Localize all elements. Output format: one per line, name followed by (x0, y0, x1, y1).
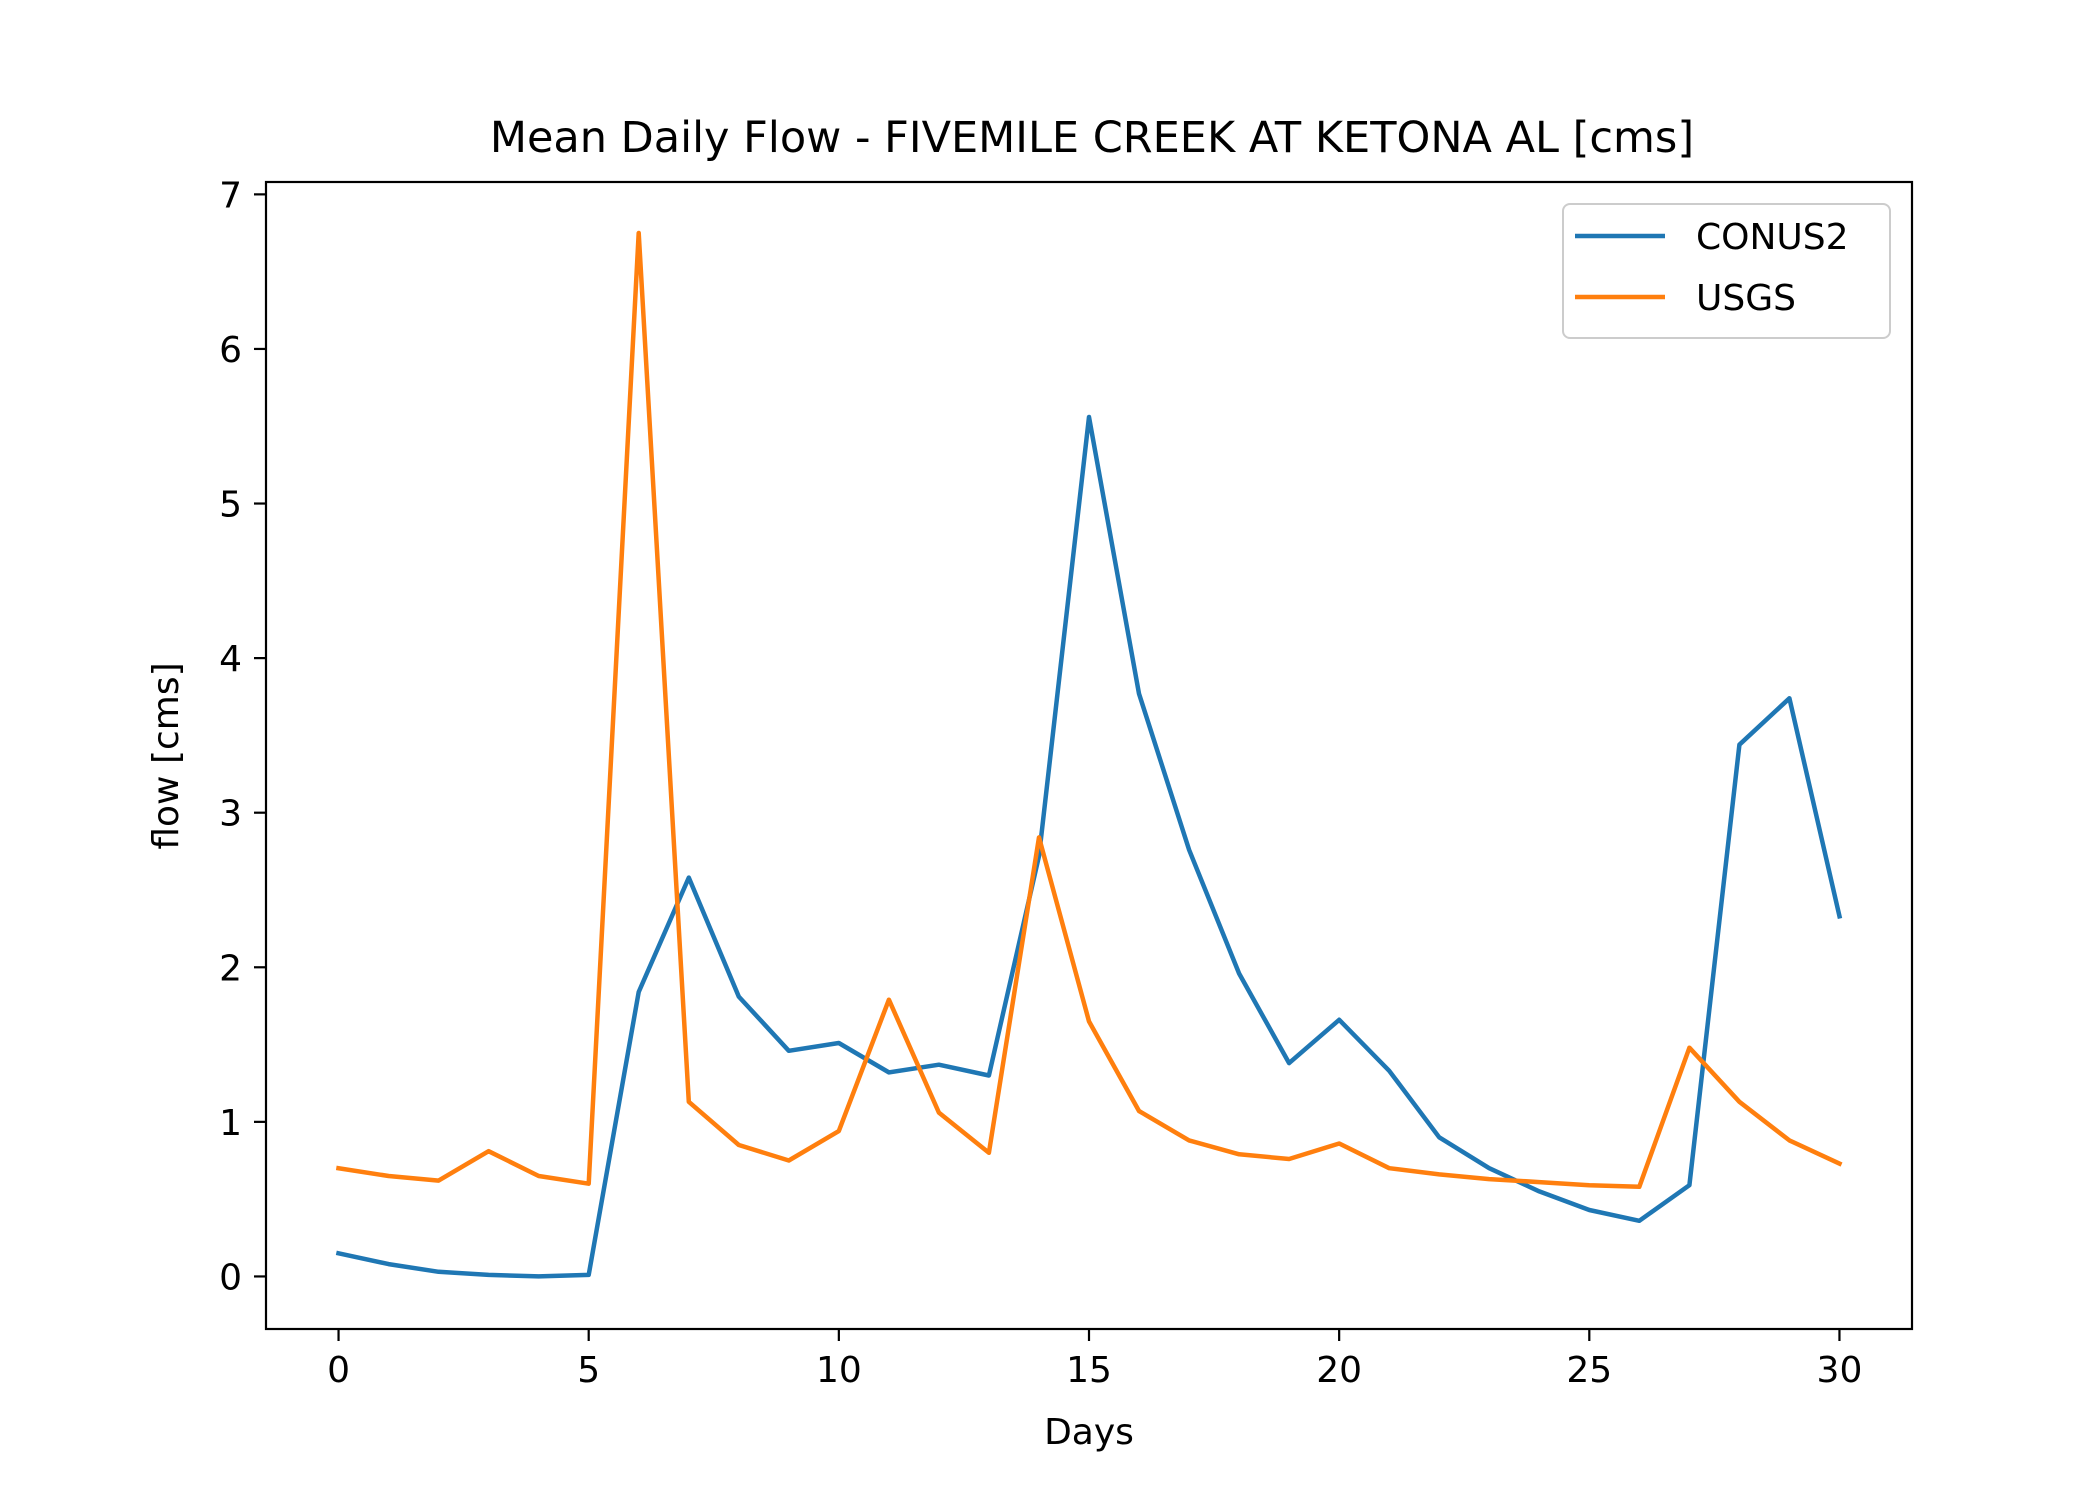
legend: CONUS2 USGS (1562, 203, 1891, 339)
legend-label-conus2: CONUS2 (1696, 217, 1849, 258)
x-tick-label: 10 (816, 1350, 862, 1391)
y-tick-label: 6 (219, 330, 242, 371)
series-lines (335, 230, 1843, 1279)
y-axis-label: flow [cms] (146, 662, 187, 849)
x-axis-ticks: 0 5 10 15 20 25 30 (327, 1329, 1862, 1391)
x-tick-label: 15 (1066, 1350, 1112, 1391)
y-tick-label: 7 (219, 175, 242, 216)
x-tick-label: 0 (327, 1350, 350, 1391)
x-axis-label: Days (1044, 1412, 1134, 1453)
x-tick-label: 30 (1817, 1350, 1863, 1391)
y-tick-label: 3 (219, 794, 242, 835)
y-tick-label: 0 (219, 1257, 242, 1298)
y-tick-label: 2 (219, 948, 242, 989)
y-tick-label: 4 (219, 639, 242, 680)
y-tick-label: 5 (219, 485, 242, 526)
series-line-conus2 (335, 414, 1843, 1279)
chart-title: Mean Daily Flow - FIVEMILE CREEK AT KETO… (490, 113, 1694, 163)
series-line-usgs (335, 230, 1843, 1190)
legend-label-usgs: USGS (1696, 278, 1796, 319)
y-tick-label: 1 (219, 1103, 242, 1144)
plot-area: 0 5 10 15 20 25 30 0 1 2 3 4 5 6 7 (219, 175, 1914, 1391)
x-tick-label: 20 (1316, 1350, 1362, 1391)
x-tick-label: 5 (577, 1350, 600, 1391)
x-tick-label: 25 (1566, 1350, 1612, 1391)
y-axis-ticks: 0 1 2 3 4 5 6 7 (219, 175, 266, 1298)
